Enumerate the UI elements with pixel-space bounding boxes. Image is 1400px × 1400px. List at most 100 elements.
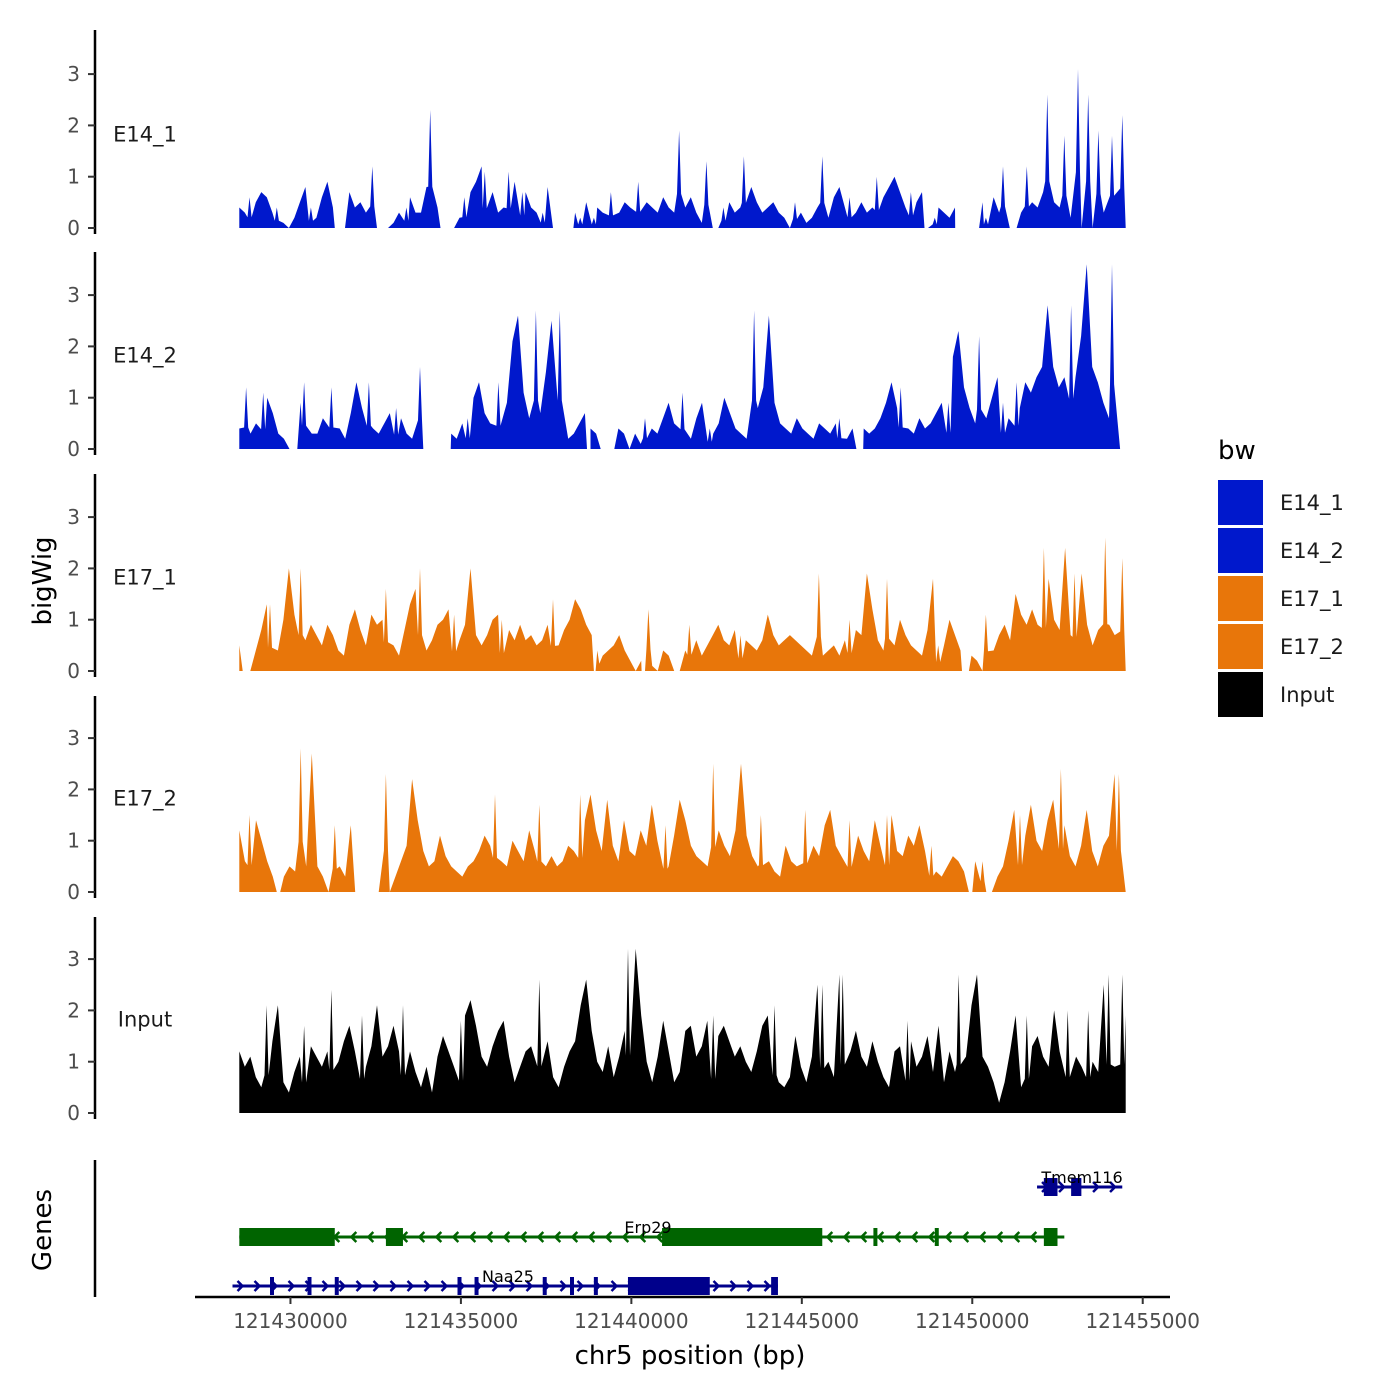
exon	[934, 1228, 939, 1246]
strand-arrow	[961, 1231, 970, 1243]
strand-arrow	[1109, 1181, 1117, 1193]
strand-arrow	[502, 1231, 511, 1243]
strand-arrow	[825, 1231, 834, 1243]
legend-swatch	[1218, 624, 1263, 669]
y-tick-label: 3	[67, 62, 80, 86]
gene-Naa25: Naa25	[232, 1267, 778, 1295]
strand-arrow	[287, 1280, 296, 1292]
legend-label: E17_1	[1280, 587, 1344, 612]
strand-arrow	[451, 1231, 460, 1243]
legend-swatch	[1218, 672, 1263, 717]
x-tick-label: 121430000	[233, 1309, 348, 1333]
legend-swatch	[1218, 480, 1263, 525]
gene-Tmem116: Tmem116	[1037, 1168, 1123, 1196]
strand-arrow	[389, 1280, 398, 1292]
y-tick-label: 3	[67, 283, 80, 307]
strand-arrow	[729, 1280, 738, 1292]
strand-arrow	[604, 1231, 613, 1243]
strand-arrow	[587, 1231, 596, 1243]
y-tick-label: 0	[67, 659, 80, 683]
strand-arrow	[763, 1280, 772, 1292]
genes-panel-title: Genes	[28, 1189, 58, 1271]
exon	[873, 1228, 878, 1246]
y-tick-label: 2	[67, 998, 80, 1022]
legend-label: Input	[1280, 683, 1334, 707]
strand-arrow	[372, 1280, 381, 1292]
strand-arrow	[525, 1280, 534, 1292]
exon	[1071, 1178, 1082, 1196]
strand-arrow	[508, 1280, 517, 1292]
exon	[1043, 1178, 1058, 1196]
exon	[662, 1228, 795, 1246]
y-tick-label: 1	[67, 165, 80, 189]
strand-arrow	[859, 1231, 868, 1243]
exon	[627, 1277, 710, 1295]
x-axis-title: chr5 position (bp)	[575, 1341, 806, 1371]
gene-label: Tmem116	[1040, 1168, 1122, 1187]
y-tick-label: 0	[67, 216, 80, 240]
strand-arrow	[621, 1231, 630, 1243]
exon	[334, 1277, 339, 1295]
coverage-area-E14_2	[239, 264, 1126, 449]
exon	[1043, 1228, 1058, 1246]
y-tick-label: 1	[67, 386, 80, 410]
strand-arrow	[406, 1280, 415, 1292]
strand-arrow	[638, 1231, 647, 1243]
strand-arrow	[349, 1231, 358, 1243]
strand-arrow	[712, 1280, 721, 1292]
exon	[385, 1228, 403, 1246]
strand-arrow	[440, 1280, 449, 1292]
strand-arrow	[253, 1280, 262, 1292]
coverage-area-E17_2	[239, 748, 1126, 892]
track-label: E17_1	[113, 565, 177, 590]
exon	[542, 1277, 547, 1295]
track-E17_1: 0 1 2 3 E17_1	[67, 474, 1126, 683]
strand-arrow	[366, 1231, 375, 1243]
coverage-area-E17_1	[239, 537, 1126, 671]
legend-swatch	[1218, 528, 1263, 573]
strand-arrow	[355, 1280, 364, 1292]
exon	[474, 1277, 479, 1295]
track-Input: 0 1 2 3 Input	[67, 917, 1126, 1125]
y-tick-label: 2	[67, 556, 80, 580]
tracks-layer: 0 1 2 3 E14_1 0 1 2 3 E14_2 0 1 2 3 E17_1 0 1 2 3 E17_2 0 1 2 3…	[67, 30, 1126, 1125]
y-tick-label: 2	[67, 113, 80, 137]
strand-arrow	[746, 1280, 755, 1292]
gene-Erp29: Erp29	[239, 1218, 1065, 1246]
track-label: E14_2	[113, 343, 177, 368]
strand-arrow	[559, 1280, 568, 1292]
strand-arrow	[610, 1280, 619, 1292]
legend-label: E17_2	[1280, 635, 1344, 660]
strand-arrow	[910, 1231, 919, 1243]
exon	[795, 1228, 823, 1246]
track-label: Input	[118, 1007, 172, 1031]
strand-arrow	[485, 1231, 494, 1243]
x-tick-label: 121455000	[1085, 1309, 1200, 1333]
x-tick-label: 121445000	[745, 1309, 860, 1333]
strand-arrow	[417, 1231, 426, 1243]
strand-arrow	[570, 1231, 579, 1243]
strand-arrow	[536, 1231, 545, 1243]
legend-label: E14_1	[1280, 491, 1344, 516]
y-tick-label: 3	[67, 726, 80, 750]
x-tick-label: 121435000	[404, 1309, 519, 1333]
exon	[270, 1277, 274, 1295]
strand-arrow	[553, 1231, 562, 1243]
strand-arrow	[1058, 1181, 1066, 1193]
strand-arrow	[236, 1280, 245, 1292]
y-tick-label: 1	[67, 829, 80, 853]
strand-arrow	[655, 1231, 664, 1243]
legend-label: E14_2	[1280, 539, 1344, 564]
y-tick-label: 0	[67, 880, 80, 904]
strand-arrow	[519, 1231, 528, 1243]
strand-arrow	[434, 1231, 443, 1243]
track-label: E14_1	[113, 122, 177, 147]
exon	[307, 1277, 312, 1295]
strand-arrow	[1012, 1231, 1021, 1243]
genes-layer: Tmem116 Erp29 Naa25	[93, 1160, 1123, 1297]
strand-arrow	[468, 1231, 477, 1243]
strand-arrow	[842, 1231, 851, 1243]
gene-label: Erp29	[624, 1218, 671, 1237]
y-axis-title: bigWig	[28, 536, 58, 625]
